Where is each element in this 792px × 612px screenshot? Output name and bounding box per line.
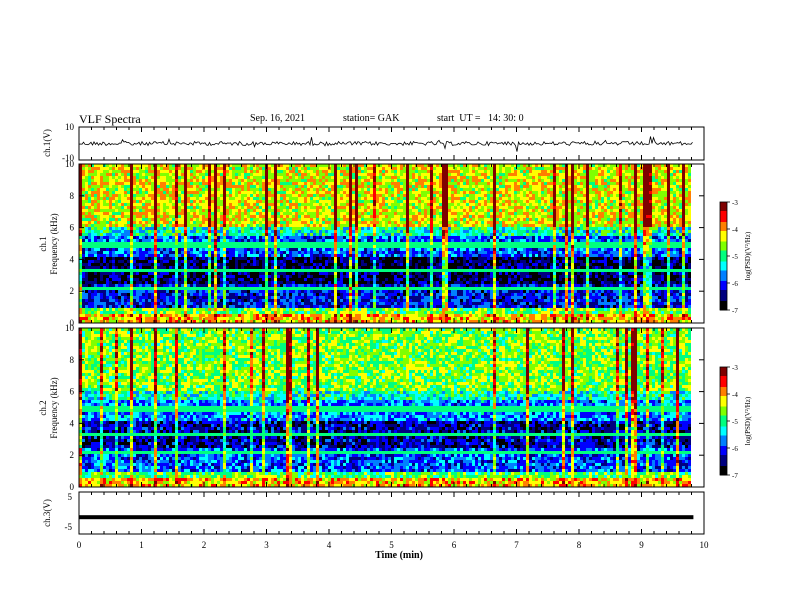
colorbar-tick-label: -4 <box>732 391 738 399</box>
colorbar-label: log(PSD)(V²/Hz) <box>744 396 752 445</box>
xtick-label: 0 <box>77 540 82 550</box>
xtick-label: 7 <box>514 540 519 550</box>
ch1-spectrogram-ylabel-line2: Frequency (kHz) <box>49 213 59 274</box>
ch3-waveform-trace <box>79 515 693 519</box>
ytick-label: 2 <box>70 450 75 460</box>
xtick-label: 1 <box>139 540 144 550</box>
xtick-label: 6 <box>452 540 457 550</box>
ytick-label: 2 <box>70 286 75 296</box>
ch1-spectrogram-image <box>79 164 691 323</box>
ch2-spectrogram-ylabel-line2: Frequency (kHz) <box>49 377 59 438</box>
ch1-spectrogram-ylabel-line1: ch.1 <box>38 236 48 251</box>
ytick-label: 8 <box>70 355 75 365</box>
colorbar-tick-label: -5 <box>732 253 738 261</box>
ytick-label: 10 <box>65 323 75 333</box>
xtick-label: 8 <box>577 540 582 550</box>
ytick-label: 4 <box>70 254 75 264</box>
ch2-spectrogram-panel: 0 2 4 6 8 10 ch.2 Frequency (kHz) <box>38 323 704 492</box>
ytick-label: 10 <box>65 159 75 169</box>
ch2-spectrogram-image <box>79 328 691 487</box>
ytick-label: 6 <box>70 223 75 233</box>
xtick-label: 4 <box>327 540 332 550</box>
ytick-label: 0 <box>70 482 75 492</box>
ytick-label: 4 <box>70 418 75 428</box>
colorbar-tick-label: -5 <box>732 418 738 426</box>
colorbar-tick-label: -7 <box>732 307 738 315</box>
ch3-ytick-bottom: -5 <box>65 522 73 532</box>
colorbar-tick-label: -3 <box>732 364 738 372</box>
ch2-colorbar: -3 -4 -5 -6 -7 log(PSD)(V²/Hz) <box>720 364 752 480</box>
colorbar-tick-label: -6 <box>732 445 738 453</box>
ch3-waveform-panel: 5 -5 ch.3(V) <box>42 492 704 534</box>
ch1-colorbar: -3 -4 -5 -6 -7 log(PSD)(V²/Hz) <box>720 199 752 315</box>
ch3-waveform-frame <box>79 492 704 534</box>
ch1-ylabel: ch.1(V) <box>42 129 52 157</box>
colorbar-tick-label: -4 <box>732 226 738 234</box>
ch2-spectrogram-ylabel-line1: ch.2 <box>38 400 48 415</box>
colorbar-label: log(PSD)(V²/Hz) <box>744 231 752 280</box>
time-axis-label: Time (min) <box>375 550 423 561</box>
colorbar-tick-label: -3 <box>732 199 738 207</box>
xtick-label: 3 <box>264 540 269 550</box>
ch1-ytick-top: 10 <box>65 122 75 132</box>
xtick-label: 2 <box>202 540 207 550</box>
colorbar-tick-label: -6 <box>732 280 738 288</box>
ch3-ytick-top: 5 <box>68 492 73 502</box>
xtick-label: 10 <box>700 540 710 550</box>
xtick-label: 5 <box>389 540 394 550</box>
ytick-label: 6 <box>70 387 75 397</box>
xtick-label: 9 <box>639 540 644 550</box>
colorbar-tick-label: -7 <box>732 472 738 480</box>
ytick-label: 8 <box>70 191 75 201</box>
ch3-ylabel: ch.3(V) <box>42 499 52 527</box>
